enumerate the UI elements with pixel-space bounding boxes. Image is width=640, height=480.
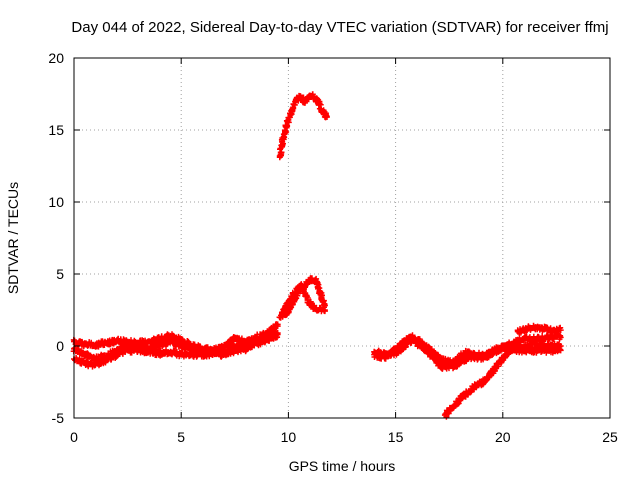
- x-axis-label: GPS time / hours: [289, 458, 396, 474]
- y-axis-label: SDTVAR / TECUs: [5, 182, 21, 294]
- series-rise-track-b: [278, 275, 328, 317]
- x-tick-label: 20: [495, 429, 511, 445]
- series-markers: [93, 357, 109, 369]
- x-tick-label: 0: [70, 429, 78, 445]
- series-markers: [442, 404, 456, 420]
- plot-frame: [73, 57, 611, 419]
- series-markers: [103, 336, 120, 348]
- ticks: 0 5 10 15 20 25 -5 0 5 10 15 20: [48, 50, 618, 445]
- data-point: [557, 327, 564, 334]
- y-tick-label: -5: [52, 410, 65, 426]
- data-point: [557, 347, 564, 354]
- series-markers: [281, 117, 292, 136]
- y-tick-label: 15: [48, 122, 64, 138]
- x-tick-label: 15: [388, 429, 404, 445]
- y-tick-label: 5: [56, 266, 64, 282]
- series-markers: [285, 106, 296, 121]
- data-point: [274, 321, 281, 328]
- data-point: [557, 334, 564, 341]
- data-point: [323, 114, 330, 121]
- x-tick-label: 5: [177, 429, 185, 445]
- data-point: [321, 302, 328, 309]
- data-layer: [70, 91, 564, 420]
- series-markers: [82, 358, 99, 370]
- series-late-track-b: [371, 332, 564, 367]
- series-high-arc: [276, 91, 330, 161]
- x-tick-label: 10: [281, 429, 297, 445]
- y-tick-label: 20: [48, 50, 64, 66]
- series-markers: [189, 341, 205, 354]
- series-markers: [472, 376, 488, 391]
- series-markers: [211, 342, 228, 356]
- y-tick-label: 0: [56, 338, 64, 354]
- series-markers: [515, 333, 531, 345]
- series-markers: [313, 278, 326, 305]
- series-track-c-early-day: [70, 329, 281, 356]
- x-tick-label: 25: [602, 429, 618, 445]
- y-tick-label: 10: [48, 194, 64, 210]
- series-track-b-early-day: [71, 321, 281, 370]
- series-markers: [72, 355, 88, 367]
- series-markers: [113, 345, 131, 358]
- series-markers: [419, 339, 435, 353]
- series-upper-late-track: [514, 322, 564, 337]
- data-point: [274, 330, 281, 337]
- chart-title: Day 044 of 2022, Sidereal Day-to-day VTE…: [71, 19, 608, 36]
- grid: [74, 58, 610, 418]
- series-descent-track: [441, 331, 564, 420]
- series-markers: [493, 349, 511, 370]
